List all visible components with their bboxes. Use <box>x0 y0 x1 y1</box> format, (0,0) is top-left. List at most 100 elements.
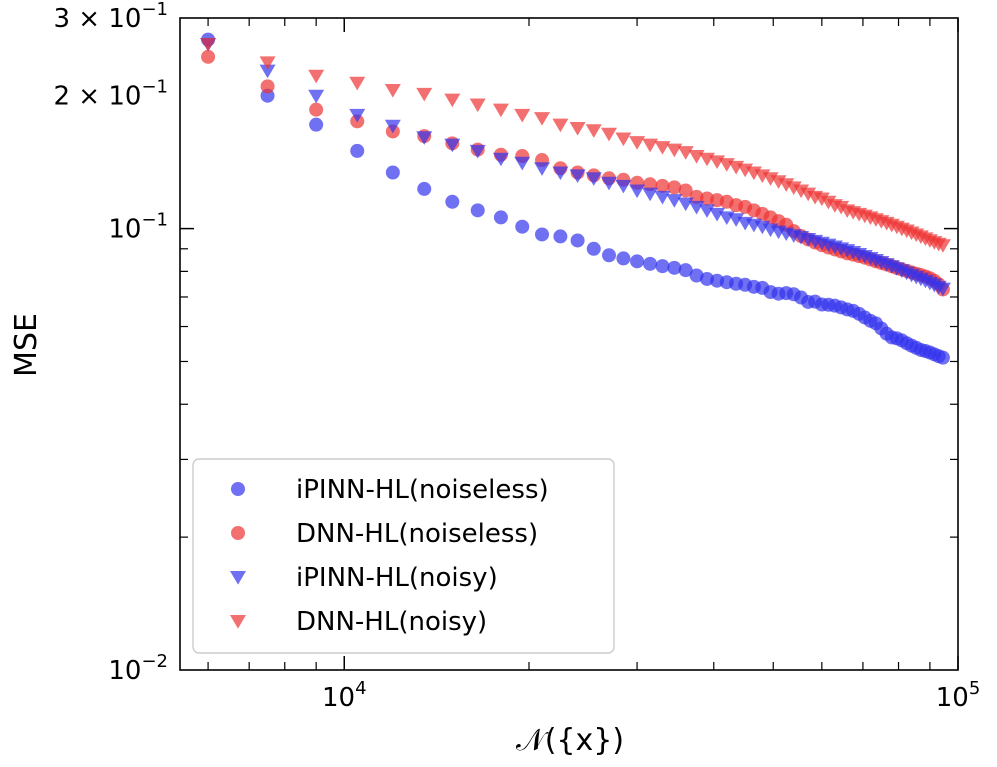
data-point <box>469 144 486 159</box>
data-points <box>200 32 951 365</box>
series-dnn-hl-noisy <box>200 37 951 253</box>
data-point <box>416 87 433 102</box>
data-point <box>260 79 275 94</box>
data-point <box>552 118 569 133</box>
data-point <box>667 260 682 275</box>
data-point <box>654 190 671 205</box>
data-point <box>535 227 550 242</box>
data-point <box>934 282 951 297</box>
data-point <box>349 108 366 123</box>
data-point <box>629 136 646 150</box>
data-point <box>444 138 461 153</box>
data-point <box>259 64 276 79</box>
data-point <box>655 259 670 274</box>
legend-label-ipinn-noisy: iPINN-HL(noisy) <box>296 563 498 593</box>
legend-marker-ipinn-hl-noiseless <box>231 482 245 496</box>
y-tick-label: 3 × 10−1 <box>54 0 169 34</box>
data-point <box>534 112 551 126</box>
series-ipinn-hl-noisy <box>200 37 951 297</box>
data-point <box>259 56 276 70</box>
data-point <box>728 213 745 227</box>
data-point <box>569 169 586 183</box>
legend-label-ipinn-noiseless: iPINN-HL(noiseless) <box>296 475 549 505</box>
y-tick-label: 10−2 <box>108 651 168 686</box>
data-point <box>833 200 850 215</box>
data-point <box>601 248 616 263</box>
data-point <box>934 239 951 253</box>
data-point <box>615 132 632 147</box>
data-point <box>699 204 716 218</box>
data-point <box>384 119 401 134</box>
data-point <box>416 131 433 145</box>
data-point <box>309 102 324 117</box>
legend-label-dnn-noiseless: DNN-HL(noiseless) <box>296 519 538 549</box>
data-point <box>385 165 400 180</box>
y-tick-labels: 3 × 10−1 2 × 10−1 10−1 10−2 <box>54 0 169 686</box>
data-point <box>515 219 530 234</box>
data-point <box>200 37 217 52</box>
y-axis-title: MSE <box>9 313 44 377</box>
data-point <box>201 49 216 64</box>
data-point <box>469 98 486 113</box>
data-point <box>493 210 508 225</box>
data-point <box>629 184 646 199</box>
data-point <box>444 93 461 108</box>
data-point <box>615 179 632 194</box>
legend: iPINN-HL(noiseless) DNN-HL(noiseless) iP… <box>192 458 615 654</box>
data-point <box>350 143 365 158</box>
data-point <box>678 183 693 198</box>
data-point <box>534 162 551 176</box>
data-point <box>349 76 366 91</box>
data-point <box>445 194 460 209</box>
legend-marker-dnn-hl-noiseless <box>231 526 245 540</box>
data-point <box>514 156 531 171</box>
data-point <box>666 143 683 158</box>
data-point <box>689 189 704 204</box>
x-tick-label: 104 <box>322 678 367 713</box>
data-point <box>709 207 726 222</box>
plot-frame <box>179 17 959 671</box>
data-point <box>492 103 509 118</box>
x-tick-labels: 104 105 <box>322 678 980 713</box>
series-ipinn-hl-noiseless <box>201 32 950 365</box>
data-point <box>308 89 325 104</box>
data-point <box>585 172 602 186</box>
data-point <box>642 138 659 153</box>
data-point <box>308 69 325 84</box>
data-point <box>643 256 658 271</box>
data-point <box>600 127 617 142</box>
data-point <box>688 200 705 215</box>
data-point <box>585 124 602 138</box>
data-point <box>492 152 509 167</box>
y-tick-label: 2 × 10−1 <box>54 77 169 112</box>
data-point <box>570 233 585 248</box>
data-point <box>553 229 568 244</box>
x-axis-title: 𝒩({x}) <box>516 723 624 758</box>
data-point <box>654 141 671 155</box>
data-point <box>514 108 531 123</box>
data-point <box>678 263 693 278</box>
data-point <box>677 146 694 160</box>
data-point <box>667 180 682 195</box>
data-point <box>552 166 569 181</box>
legend-label-dnn-noisy: DNN-HL(noisy) <box>296 607 487 637</box>
legend-marker-ipinn-hl-noisy <box>230 571 246 585</box>
data-point <box>642 187 659 202</box>
data-point <box>470 203 485 218</box>
y-tick-label: 10−1 <box>108 210 168 245</box>
data-point <box>586 241 601 256</box>
minor-ticks <box>180 18 958 670</box>
data-point <box>384 84 401 98</box>
data-point <box>935 350 950 365</box>
legend-markers <box>230 482 246 629</box>
data-point <box>569 122 586 136</box>
major-ticks <box>180 18 959 670</box>
legend-marker-dnn-hl-noisy <box>230 615 246 629</box>
data-point <box>630 254 645 269</box>
data-point <box>616 251 631 266</box>
data-point <box>417 181 432 196</box>
data-point <box>600 176 617 191</box>
data-point <box>655 178 670 193</box>
legend-box <box>192 458 615 654</box>
